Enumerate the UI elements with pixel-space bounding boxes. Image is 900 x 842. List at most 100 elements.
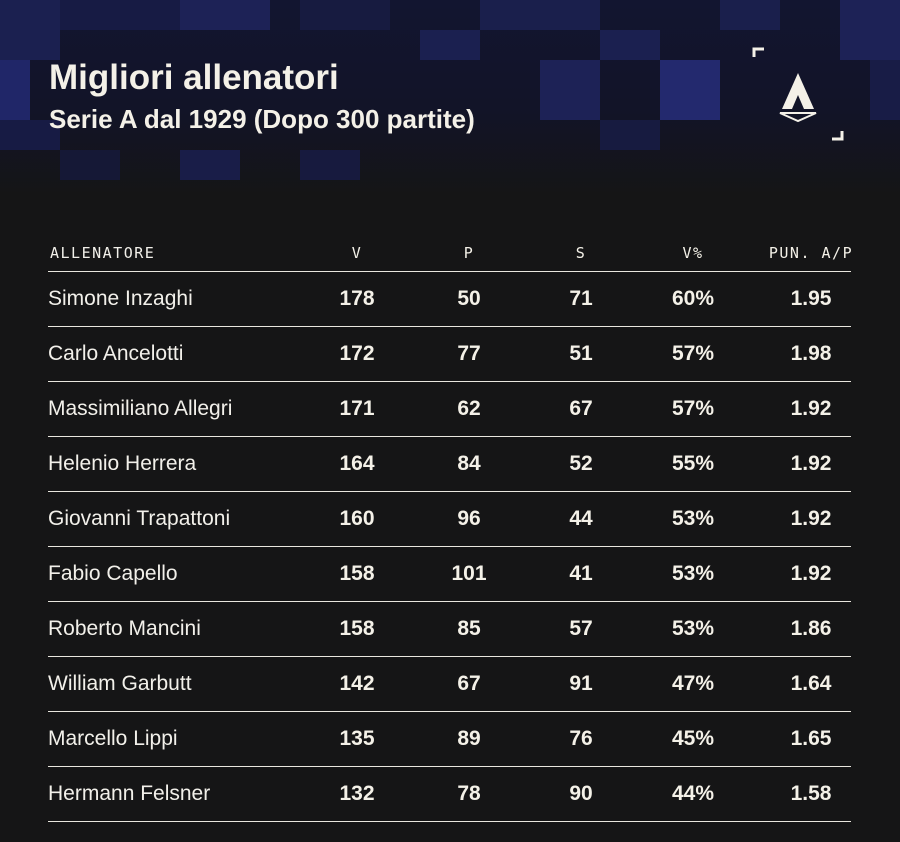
losses-cell: 51 [569,342,593,365]
pixel-block [600,120,660,150]
table-row: William Garbutt 142 67 91 47% 1.64 [48,657,851,712]
win-percent-cell: 47% [671,672,715,695]
draws-cell: 101 [451,562,487,585]
points-per-game-cell: 1.92 [790,562,832,585]
points-per-game-cell: 1.92 [790,397,832,420]
coach-name: Hermann Felsner [48,782,211,805]
losses-cell: 91 [569,672,593,695]
column-header-s: S [575,244,587,262]
wins-cell: 135 [339,727,375,750]
coach-name: Giovanni Trapattoni [48,507,231,530]
column-header-allenatore: ALLENATORE [50,244,156,262]
coach-name: Massimiliano Allegri [48,397,233,420]
draws-cell: 67 [457,672,481,695]
table-row: Giovanni Trapattoni 160 96 44 53% 1.92 [48,492,851,547]
losses-cell: 67 [569,397,593,420]
win-percent-cell: 60% [671,287,715,310]
wins-cell: 132 [339,782,375,805]
pixel-block [180,150,240,180]
header-background [0,0,900,195]
column-header-pun-ap: PUN. A/P [768,244,854,262]
coach-name: Carlo Ancelotti [48,342,184,365]
win-percent-cell: 57% [671,342,715,365]
coach-name: Marcello Lippi [48,727,178,750]
table-header: ALLENATORE V P S V% PUN. A/P [48,235,852,272]
pixel-block [300,150,360,180]
pixel-block [180,0,270,30]
wins-cell: 164 [339,452,375,475]
win-percent-cell: 55% [671,452,715,475]
losses-cell: 57 [569,617,593,640]
serie-a-logo-icon [752,47,844,141]
losses-cell: 52 [569,452,593,475]
losses-cell: 41 [569,562,593,585]
win-percent-cell: 44% [671,782,715,805]
points-per-game-cell: 1.92 [790,507,832,530]
coach-name: Roberto Mancini [48,617,201,640]
table-row: Massimiliano Allegri 171 62 67 57% 1.92 [48,382,851,437]
draws-cell: 77 [457,342,481,365]
pixel-block [0,120,60,150]
table-row: Fabio Capello 158 101 41 53% 1.92 [48,547,851,602]
draws-cell: 62 [457,397,481,420]
pixel-block [600,30,660,60]
wins-cell: 172 [339,342,375,365]
wins-cell: 178 [339,287,375,310]
points-per-game-cell: 1.92 [790,452,832,475]
table-row: Helenio Herrera 164 84 52 55% 1.92 [48,437,851,492]
points-per-game-cell: 1.64 [790,672,832,695]
coach-name: William Garbutt [48,672,192,695]
win-percent-cell: 53% [671,562,715,585]
column-header-p: P [463,244,475,262]
points-per-game-cell: 1.65 [790,727,832,750]
win-percent-cell: 53% [671,507,715,530]
pixel-block [300,0,390,30]
pixel-block [60,150,120,180]
pixel-block [720,0,780,30]
pixel-block [0,0,60,60]
wins-cell: 160 [339,507,375,530]
pixel-block [420,30,480,60]
table-row: Simone Inzaghi 178 50 71 60% 1.95 [48,272,851,327]
pixel-block [660,60,720,120]
wins-cell: 171 [339,397,375,420]
points-per-game-cell: 1.98 [790,342,832,365]
pixel-block [870,60,900,120]
coaches-table: ALLENATORE V P S V% PUN. A/P Simone Inza… [48,235,852,822]
draws-cell: 78 [457,782,481,805]
win-percent-cell: 45% [671,727,715,750]
table-row: Hermann Felsner 132 78 90 44% 1.58 [48,767,851,822]
draws-cell: 85 [457,617,481,640]
win-percent-cell: 53% [671,617,715,640]
coach-name: Fabio Capello [48,562,178,585]
coach-name: Simone Inzaghi [48,287,193,310]
wins-cell: 158 [339,617,375,640]
table-row: Marcello Lippi 135 89 76 45% 1.65 [48,712,851,767]
points-per-game-cell: 1.58 [790,782,832,805]
pixel-block [0,60,30,120]
draws-cell: 84 [457,452,481,475]
pixel-block [480,0,600,30]
losses-cell: 76 [569,727,593,750]
losses-cell: 71 [569,287,593,310]
column-header-v-percent: V% [682,244,704,262]
page-title: Migliori allenatori [49,58,339,97]
coach-name: Helenio Herrera [48,452,197,475]
points-per-game-cell: 1.86 [790,617,832,640]
draws-cell: 50 [457,287,481,310]
losses-cell: 90 [569,782,593,805]
losses-cell: 44 [569,507,593,530]
draws-cell: 89 [457,727,481,750]
wins-cell: 158 [339,562,375,585]
wins-cell: 142 [339,672,375,695]
table-row: Carlo Ancelotti 172 77 51 57% 1.98 [48,327,851,382]
pixel-block [60,0,180,30]
table-row: Roberto Mancini 158 85 57 53% 1.86 [48,602,851,657]
points-per-game-cell: 1.95 [790,287,832,310]
page-subtitle: Serie A dal 1929 (Dopo 300 partite) [49,104,475,134]
column-header-v: V [351,244,363,262]
draws-cell: 96 [457,507,481,530]
pixel-block [840,0,900,60]
win-percent-cell: 57% [671,397,715,420]
pixel-block [540,60,600,120]
